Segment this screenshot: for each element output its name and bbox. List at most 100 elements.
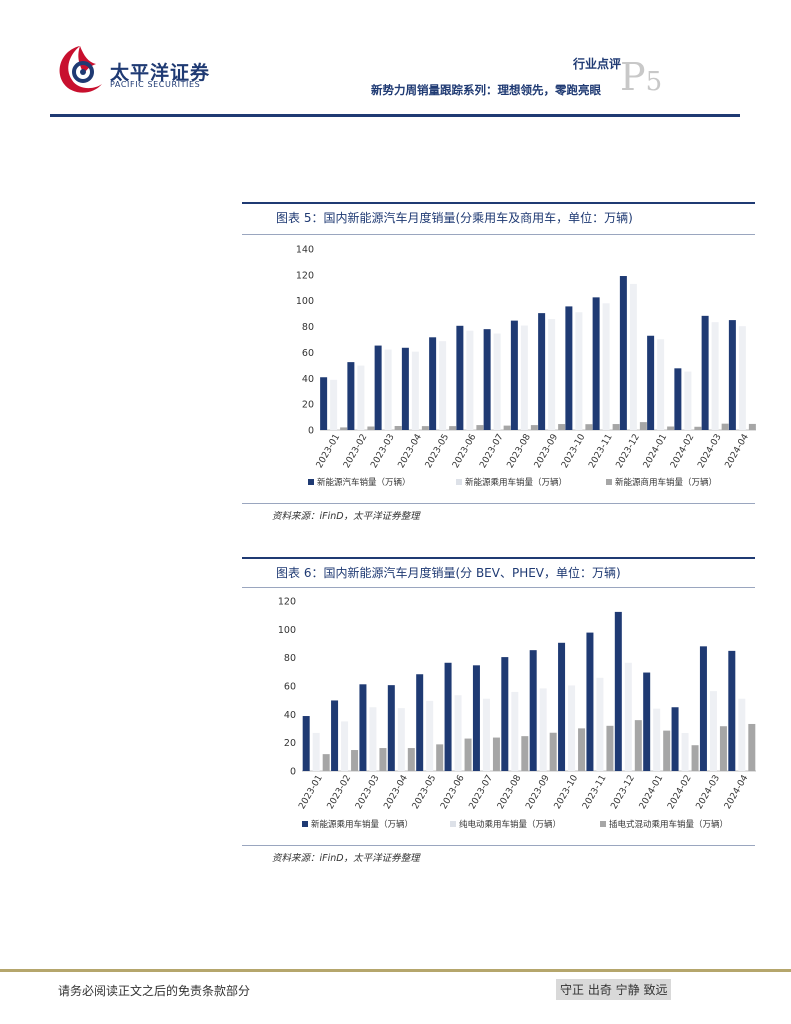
fig5-bar-s1 [347, 362, 355, 430]
figure-5-source: 资料来源：iFinD，太平洋证券整理 [272, 511, 420, 522]
fig5-bar-s3 [476, 425, 484, 430]
fig6-bar-s2 [397, 708, 405, 771]
fig6-ytick-label: 80 [284, 653, 296, 664]
figure-6-source-rule [242, 845, 755, 846]
fig6-xtick-label: 2024-03 [695, 774, 722, 812]
fig6-bar-s1 [331, 700, 339, 771]
footer-disclaimer: 请务必阅读正文之后的免责条款部分 [58, 984, 251, 998]
fig5-bar-s2 [711, 322, 719, 430]
fig6-bar-s2 [454, 695, 462, 771]
fig5-bar-s1 [320, 377, 328, 430]
fig5-xtick-label: 2023-06 [451, 432, 479, 470]
fig6-bar-s2 [426, 700, 434, 771]
fig5-xtick-label: 2023-09 [533, 432, 561, 470]
figure-6-source: 资料来源：iFinD，太平洋证券整理 [272, 853, 420, 864]
fig5-bar-s1 [647, 335, 655, 430]
fig6-bar-s2 [596, 677, 604, 771]
fig5-bar-s1 [619, 276, 627, 430]
fig6-xtick-label: 2023-12 [609, 774, 636, 812]
fig6-bar-s3 [719, 726, 727, 771]
fig6-xtick-label: 2023-03 [354, 774, 381, 812]
fig6-legend-label: 新能源乘用车销量（万辆） [311, 819, 413, 830]
fig5-xtick-label: 2023-07 [478, 433, 505, 471]
fig6-bar-s3 [606, 725, 614, 771]
fig5-ytick-label: 40 [302, 374, 314, 385]
page-number-value: 5 [645, 67, 663, 97]
fig5-xtick-label: 2024-03 [696, 433, 723, 471]
fig5-bar-s3 [340, 427, 348, 430]
fig5-bar-s3 [530, 425, 538, 430]
fig5-xtick-label: 2023-10 [560, 432, 588, 470]
fig5-bar-s1 [510, 320, 518, 430]
fig5-bar-s1 [728, 320, 736, 430]
fig5-bar-s3 [585, 424, 593, 430]
footer-rule [0, 969, 791, 972]
fig5-xtick-label: 2024-04 [724, 432, 752, 470]
fig6-bar-s1 [558, 642, 566, 771]
fig6-xtick-label: 2023-09 [524, 773, 552, 811]
fig6-bar-s3 [521, 736, 529, 771]
logo-mark-icon [59, 46, 102, 93]
fig6-bar-s3 [492, 737, 500, 771]
fig6-bar-s1 [643, 672, 651, 771]
fig5-bar-s3 [558, 424, 566, 430]
fig5-bar-s2 [357, 365, 365, 430]
fig5-bar-s1 [565, 306, 573, 430]
fig6-bar-s1 [529, 650, 537, 771]
fig5-bar-s3 [612, 424, 620, 430]
fig5-bar-s2 [439, 341, 447, 430]
fig5-bar-s3 [449, 426, 457, 430]
fig6-xtick-label: 2023-01 [297, 774, 324, 812]
fig6-bar-s1 [472, 665, 480, 771]
fig5-xtick-label: 2023-01 [315, 433, 342, 471]
fig5-legend-label: 新能源商用车销量（万辆） [615, 477, 717, 488]
fig5-xtick-label: 2024-01 [642, 433, 669, 471]
fig6-bar-s2 [709, 691, 717, 771]
doc-type-label: 行业点评 [572, 57, 621, 71]
fig6-bar-s2 [738, 698, 746, 771]
fig5-bar-s2 [493, 333, 501, 430]
fig5-legend-label: 新能源乘用车销量（万辆） [465, 477, 567, 488]
fig6-bar-s1 [501, 657, 509, 771]
fig6-ytick-label: 20 [284, 738, 296, 749]
fig5-bar-s1 [592, 297, 600, 430]
fig5-bar-s2 [657, 339, 665, 430]
fig6-bar-s1 [444, 662, 452, 771]
fig5-xtick-label: 2024-02 [669, 433, 696, 471]
page-letter: P [620, 55, 646, 99]
fig6-bar-s3 [663, 730, 671, 771]
logo-text-en: PACIFIC SECURITIES [110, 80, 201, 89]
fig5-bar-s3 [694, 426, 702, 430]
fig5-bar-s2 [466, 330, 474, 430]
fig6-bar-s1 [671, 707, 679, 771]
fig6-bar-s1 [387, 685, 395, 771]
fig6-xtick-label: 2024-01 [638, 774, 665, 812]
fig5-bar-s3 [503, 425, 511, 430]
fig5-ytick-label: 60 [302, 348, 314, 359]
fig6-ytick-label: 40 [284, 710, 296, 721]
fig5-bar-s3 [421, 426, 429, 430]
fig6-bar-s3 [464, 738, 472, 771]
fig6-xtick-label: 2023-06 [439, 773, 467, 811]
fig6-bar-s3 [379, 748, 387, 771]
fig6-xtick-label: 2023-10 [553, 773, 581, 811]
logo-text-cn: 太平洋证券 [110, 62, 211, 84]
fig6-xtick-label: 2023-05 [411, 774, 438, 812]
doc-title: 新势力周销量跟踪系列：理想领先，零跑亮眼 [371, 83, 601, 97]
fig5-bar-s2 [684, 371, 692, 430]
fig6-bar-s2 [624, 662, 632, 771]
fig6-bar-s2 [681, 733, 689, 771]
fig5-bar-s1 [701, 315, 709, 430]
figure-6-title: 图表 6：国内新能源汽车月度销量(分 BEV、PHEV，单位：万辆) [276, 566, 621, 580]
fig6-bar-s2 [312, 732, 320, 771]
fig6-legend-swatch [450, 821, 456, 827]
figure-5-source-rule [242, 503, 755, 504]
fig5-bar-s3 [639, 422, 647, 430]
figure-5-title-rule [242, 234, 755, 235]
fig5-bar-s1 [456, 325, 464, 430]
figure-5-title: 图表 5：国内新能源汽车月度销量(分乘用车及商用车，单位：万辆) [276, 211, 633, 225]
fig6-xtick-label: 2024-04 [723, 773, 751, 811]
fig5-bar-s2 [330, 379, 338, 430]
